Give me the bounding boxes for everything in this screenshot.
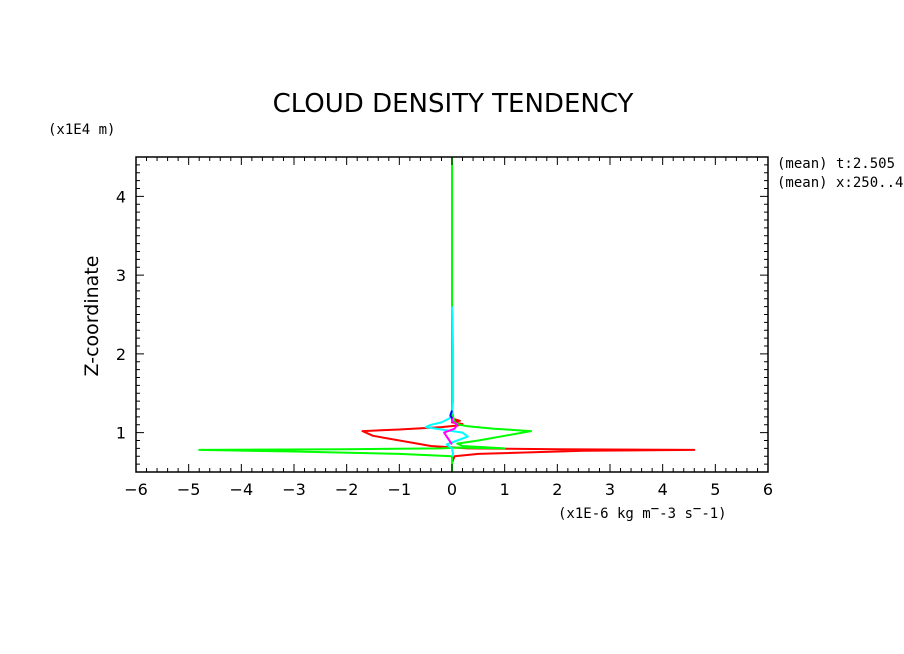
series-line-2	[198, 157, 532, 472]
x-tick-label: −5	[177, 480, 201, 499]
x-tick-label: 5	[710, 480, 720, 499]
y-tick-label: 2	[116, 345, 126, 364]
series-line-1	[361, 157, 696, 472]
x-tick-label: 3	[605, 480, 615, 499]
x-tick-label: 2	[552, 480, 562, 499]
y-tick-label: 1	[116, 424, 126, 443]
series-layer	[198, 157, 696, 472]
x-tick-label: −2	[335, 480, 359, 499]
x-tick-label: −3	[282, 480, 306, 499]
series-line-5	[449, 410, 453, 419]
x-tick-label: −6	[124, 480, 148, 499]
series-line-4	[443, 416, 459, 445]
series-line-3	[424, 306, 469, 457]
y-axis-label: Z-coordinate	[81, 256, 103, 377]
y-tick-label: 4	[116, 187, 126, 206]
x-tick-label: 1	[500, 480, 510, 499]
x-tick-label: −1	[388, 480, 412, 499]
meta-x: (mean) x:250..4	[777, 175, 903, 191]
chart-title: CLOUD DENSITY TENDENCY	[273, 89, 634, 119]
meta-time: (mean) t:2.505	[777, 156, 895, 172]
axes-layer: −6 −5 −4 −3 −2 −1 0 1 2 3 4 5 6 1 2 3 4	[116, 156, 773, 499]
y-axis-unit: (x1E4 m)	[48, 122, 115, 138]
x-tick-label: −4	[230, 480, 254, 499]
x-tick-label: 0	[447, 480, 457, 499]
x-tick-label: 4	[658, 480, 668, 499]
y-tick-label: 3	[116, 266, 126, 285]
x-axis-unit: (x1E-6 kg m−-3 s−-1)	[558, 501, 727, 522]
x-tick-label: 6	[763, 480, 773, 499]
